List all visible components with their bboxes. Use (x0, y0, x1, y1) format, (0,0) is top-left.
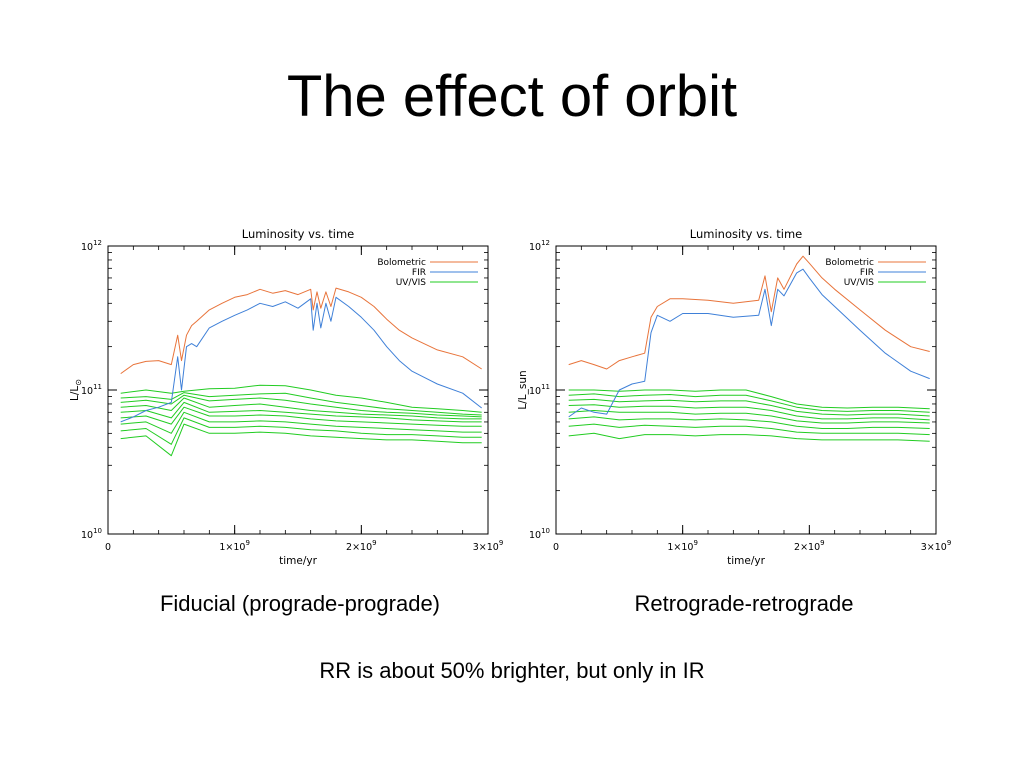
y-axis-label-sub: ⊙ (74, 379, 83, 386)
y-tick-exp: 12 (541, 239, 550, 247)
y-tick-base: 10 (81, 530, 93, 541)
series-line-uvvis (568, 416, 930, 429)
chart-panel-fiducial: Luminosity vs. time 1010 1011 1012 0 1×109 2×1… (62, 226, 522, 566)
x-tick-exp: 9 (693, 539, 697, 547)
legend-label: Bolometric (825, 258, 874, 268)
chart-panel-retrograde: Luminosity vs. time 1010 1011 1012 0 1×109 2×1… (510, 226, 970, 566)
series-line-uvvis (568, 398, 930, 417)
plot-frame (107, 245, 489, 535)
series-line-bolometric (120, 287, 482, 375)
y-tick-exp: 10 (541, 527, 550, 535)
series-line-uvvis (120, 406, 482, 427)
series-line-uvvis (120, 394, 482, 418)
series-line-uvvis (120, 397, 482, 420)
series-line-uvvis (120, 411, 482, 434)
series-line-uvvis (568, 393, 930, 413)
y-tick-label: 1010 (529, 527, 550, 541)
x-tick-base: 2×10 (346, 542, 372, 553)
x-tick-base: 0 (553, 542, 559, 553)
x-axis-label: time/yr (727, 555, 765, 566)
series-line-fir (120, 296, 483, 423)
summary-note: RR is about 50% brighter, but only in IR (319, 658, 705, 683)
x-tick-label: 1×109 (219, 539, 250, 553)
legend-label: Bolometric (377, 258, 426, 268)
series-line-uvvis (120, 417, 482, 445)
y-axis-label-main: L/L_sun (517, 370, 529, 409)
x-tick-label: 3×109 (921, 539, 952, 553)
x-tick-exp: 9 (372, 539, 376, 547)
y-tick-exp: 11 (541, 383, 550, 391)
x-tick-label: 0 (553, 542, 559, 553)
series-line-uvvis (120, 423, 482, 457)
x-tick-label: 3×109 (473, 539, 504, 553)
x-tick-exp: 9 (245, 539, 249, 547)
y-axis-label: L/L_sun (517, 370, 529, 409)
y-tick-label: 1011 (529, 383, 550, 397)
y-tick-base: 10 (81, 242, 93, 253)
x-tick-exp: 9 (499, 539, 503, 547)
x-tick-label: 2×109 (794, 539, 825, 553)
series-line-fir (568, 268, 930, 418)
x-tick-base: 2×10 (794, 542, 820, 553)
series-line-uvvis (568, 432, 930, 442)
y-tick-base: 10 (529, 530, 541, 541)
x-tick-label: 2×109 (346, 539, 377, 553)
y-axis-label: L/L⊙ (69, 379, 83, 401)
series-line-uvvis (568, 410, 930, 424)
x-tick-base: 0 (105, 542, 111, 553)
caption-fiducial: Fiducial (prograde-prograde) (159, 591, 441, 616)
x-tick-label: 1×109 (667, 539, 698, 553)
legend-label: FIR (860, 268, 874, 278)
x-tick-exp: 9 (820, 539, 824, 547)
slide-title: The effect of orbit (286, 64, 738, 129)
y-tick-base: 10 (529, 386, 541, 397)
chart-title: Luminosity vs. time (690, 227, 802, 241)
y-axis-label-main: L/L (69, 386, 81, 401)
x-tick-base: 3×10 (921, 542, 947, 553)
chart-title: Luminosity vs. time (242, 227, 354, 241)
y-tick-base: 10 (81, 386, 93, 397)
y-tick-base: 10 (529, 242, 541, 253)
series-line-uvvis (568, 423, 930, 436)
x-axis-label: time/yr (279, 555, 317, 566)
x-tick-base: 1×10 (667, 542, 693, 553)
legend-label: UV/VIS (396, 278, 427, 288)
y-tick-label: 1011 (81, 383, 102, 397)
legend-label: UV/VIS (844, 278, 875, 288)
series-line-uvvis (120, 401, 482, 423)
y-tick-label: 1012 (529, 239, 550, 253)
series-line-uvvis (120, 384, 482, 413)
series-line-uvvis (568, 389, 930, 410)
y-tick-label: 1012 (81, 239, 102, 253)
series-line-uvvis (120, 392, 482, 416)
x-tick-label: 0 (105, 542, 111, 553)
x-tick-base: 3×10 (473, 542, 499, 553)
series-line-bolometric (568, 255, 930, 370)
y-tick-exp: 11 (93, 383, 102, 391)
legend-label: FIR (412, 268, 426, 278)
y-tick-exp: 10 (93, 527, 102, 535)
caption-retrograde: Retrograde-retrograde (634, 591, 854, 616)
x-tick-base: 1×10 (219, 542, 245, 553)
y-tick-exp: 12 (93, 239, 102, 247)
x-tick-exp: 9 (947, 539, 951, 547)
y-tick-label: 1010 (81, 527, 102, 541)
series-line-uvvis (568, 404, 930, 421)
